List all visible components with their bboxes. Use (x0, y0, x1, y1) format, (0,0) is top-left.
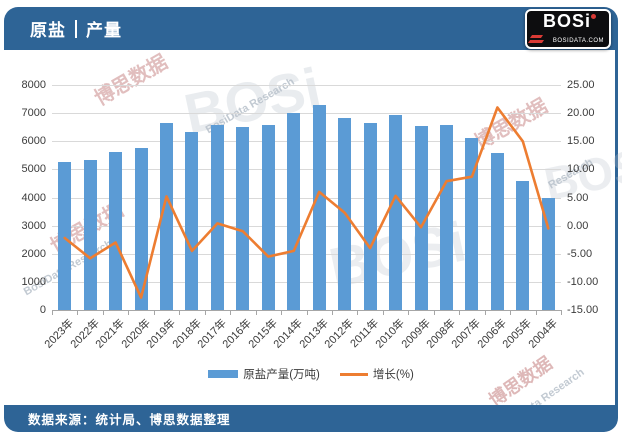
bar-2011年 (363, 122, 377, 310)
bar-2006年 (490, 153, 504, 310)
x-axis-tick (230, 311, 232, 315)
x-axis-tick (128, 311, 130, 315)
gridline (52, 253, 561, 255)
right-axis-tick-label: 5.00 (567, 191, 589, 204)
x-axis-tick (77, 311, 79, 315)
legend-item-growth: 增长(%) (339, 366, 414, 382)
bar-2017年 (210, 124, 224, 310)
bar-2010年 (389, 115, 403, 310)
legend-line-swatch-icon (339, 372, 368, 376)
left-axis-tick-label: 6000 (21, 135, 46, 148)
bar-2014年 (287, 113, 301, 310)
x-axis-tick (331, 311, 333, 315)
left-axis-tick-label: 0 (39, 304, 46, 316)
legend-line-label: 增长(%) (372, 369, 414, 381)
x-axis-line (52, 310, 562, 311)
x-axis-tick (382, 311, 384, 315)
right-axis-tick-label: 20.00 (567, 107, 595, 120)
bar-2016年 (236, 126, 250, 310)
title-left: 原盐 (30, 21, 66, 40)
x-axis-tick (433, 311, 435, 315)
bar-2007年 (465, 138, 479, 310)
bar-2021年 (109, 151, 123, 310)
x-axis-tick (484, 311, 486, 315)
title-right: 产量 (86, 21, 122, 40)
left-axis-tick-label: 7000 (21, 107, 46, 120)
x-axis-tick (535, 311, 537, 315)
right-axis-tick-label: 10.00 (567, 163, 595, 176)
x-axis-tick (204, 311, 206, 315)
logo-brand-text: BOSi (543, 11, 592, 31)
x-axis-tick (102, 311, 104, 315)
left-axis-tick-label: 2000 (21, 247, 46, 260)
logo-stripe-icon (529, 35, 544, 38)
x-axis-tick (179, 311, 181, 315)
chart-legend: 原盐产量(万吨) 增长(%) (0, 366, 622, 382)
title-separator (75, 19, 77, 38)
legend-bar-swatch-icon (208, 370, 239, 378)
left-axis-tick-label: 1000 (21, 275, 46, 288)
x-axis-tick (561, 311, 562, 315)
left-axis-tick-label: 8000 (21, 79, 46, 91)
x-axis-tick (52, 311, 53, 315)
left-axis-tick-label: 5000 (21, 163, 46, 176)
bar-2020年 (134, 147, 148, 310)
bar-2005年 (516, 180, 530, 310)
x-axis-tick (281, 311, 283, 315)
data-source-text: 数据来源：统计局、博思数据整理 (28, 413, 231, 427)
bar-2019年 (160, 123, 174, 310)
x-axis-tick (306, 311, 308, 315)
footer-band: 数据来源：统计局、博思数据整理 (4, 405, 618, 432)
bar-2013年 (312, 104, 326, 310)
gridline (52, 225, 561, 227)
bosi-logo: BOSi BOSIDATA.COM (525, 9, 611, 49)
x-axis-tick (357, 311, 359, 315)
gridline (52, 85, 561, 86)
gridline (52, 169, 561, 171)
header-band: 原盐 产量 (4, 7, 618, 50)
x-axis-tick (153, 311, 155, 315)
bar-2004年 (541, 197, 555, 310)
right-axis-tick-label: -10.00 (567, 275, 599, 288)
bar-2023年 (58, 162, 72, 310)
plot-area: 0 1000 2000 3000 4000 5000 6000 7000 8000 -15.00 -… (4, 50, 615, 405)
legend-item-production: 原盐产量(万吨) (208, 366, 320, 382)
logo-domain-text: BOSIDATA.COM (552, 38, 604, 44)
bar-2009年 (414, 125, 428, 310)
bar-2018年 (185, 132, 199, 310)
right-axis-tick-label: -5.00 (567, 247, 593, 260)
bar-2012年 (338, 117, 352, 310)
gridline (52, 141, 561, 143)
x-axis-tick (255, 311, 257, 315)
logo-red-dot-icon (591, 14, 596, 19)
logo-stripe-icon (527, 40, 545, 43)
bar-2022年 (83, 160, 97, 310)
left-axis-tick-label: 3000 (21, 219, 46, 232)
left-axis-tick-label: 4000 (21, 191, 46, 204)
gridline (52, 197, 561, 199)
x-axis-tick (459, 311, 461, 315)
gridline (52, 281, 561, 283)
x-axis-tick (510, 311, 512, 315)
page-title: 原盐 产量 (30, 16, 122, 41)
right-axis-tick-label: -15.00 (567, 304, 599, 316)
right-axis-tick-label: 25.00 (567, 79, 595, 91)
right-axis-tick-label: 15.00 (567, 135, 595, 148)
bar-2015年 (261, 125, 275, 310)
right-axis-tick-label: 0.00 (567, 219, 589, 232)
gridline (52, 113, 561, 115)
x-axis-tick (408, 311, 410, 315)
bar-2008年 (439, 124, 453, 310)
legend-bar-label: 原盐产量(万吨) (243, 369, 320, 381)
